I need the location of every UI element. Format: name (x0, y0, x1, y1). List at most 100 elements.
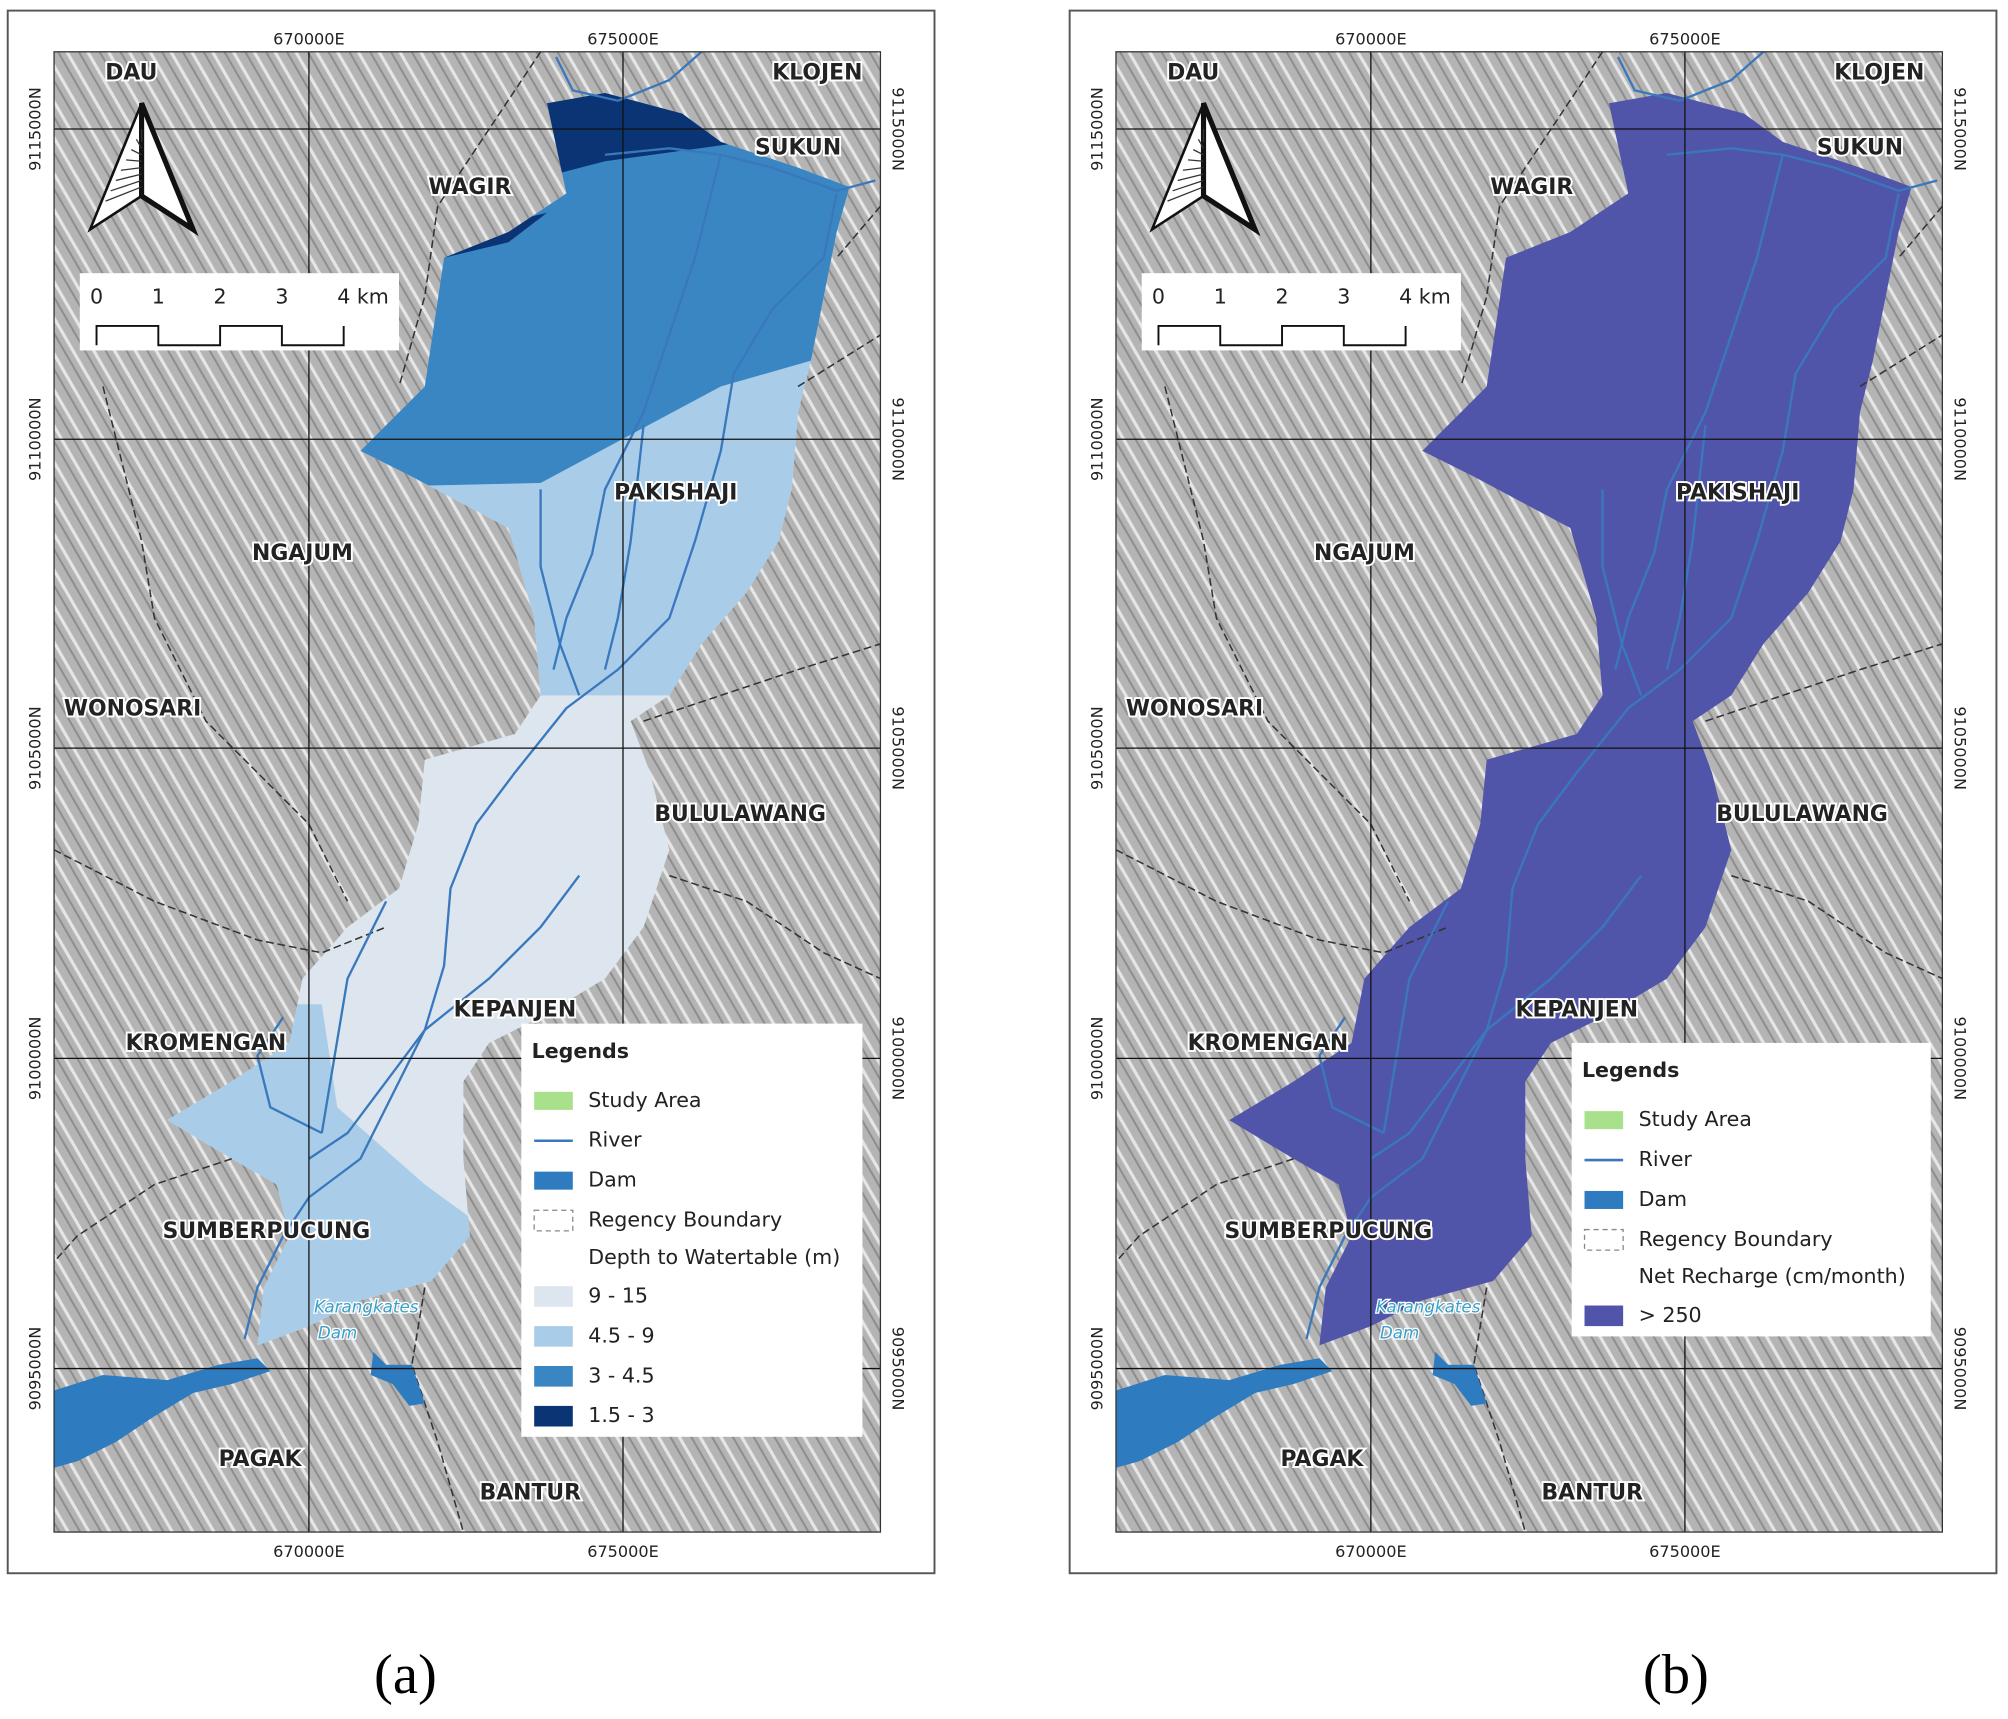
legend-label: Study Area (588, 1088, 701, 1112)
dam-label: Dam (318, 1322, 357, 1342)
map-panel: 670000E 670000E 675000E 675000E 9115000N 9115… (1068, 9, 1998, 1575)
y-coordinate-label: 9110000N (1951, 397, 1970, 481)
place-label: BANTUR (480, 1480, 582, 1505)
place-label: NGAJUM (252, 541, 353, 566)
legend-label: > 250 (1639, 1303, 1702, 1327)
river (1665, 424, 1707, 670)
legend-box (521, 1023, 863, 1437)
legend-label: River (1639, 1147, 1693, 1171)
place-label: PAGAK (219, 1447, 303, 1472)
north-arrow-hatch (120, 167, 142, 171)
river (603, 424, 645, 670)
y-coordinate-label: 9115000N (1087, 87, 1106, 171)
dam (1115, 1358, 1333, 1468)
dam-label: Dam (1380, 1322, 1419, 1342)
river (1318, 1016, 1385, 1135)
legend-class-title: Net Recharge (cm/month) (1639, 1264, 1906, 1288)
place-label: KLOJEN (1834, 61, 1924, 86)
legend-label: Study Area (1639, 1107, 1752, 1131)
legend-label: 9 - 15 (588, 1283, 648, 1307)
y-coordinate-label: 9100000N (26, 1017, 45, 1101)
river (555, 51, 703, 102)
place-label: WONOSARI (64, 697, 201, 722)
legend-label: 3 - 4.5 (588, 1363, 654, 1387)
map-panel: 670000E 670000E 675000E 675000E 9115000N 9115… (6, 9, 936, 1575)
north-arrow-hatch (1177, 173, 1204, 182)
legend-swatch (534, 1171, 573, 1190)
scale-bar (95, 324, 345, 347)
river (308, 874, 581, 1160)
y-coordinate-label: 9105000N (1087, 706, 1106, 790)
north-arrow (1200, 102, 1261, 237)
place-label: SUKUN (755, 135, 841, 160)
legend-label: 1.5 - 3 (588, 1403, 654, 1427)
regency-boundary (669, 874, 881, 980)
place-label: PAKISHAJI (1676, 480, 1799, 505)
place-label: BANTUR (1542, 1480, 1644, 1505)
regency-boundary (398, 51, 542, 387)
north-arrow-hatch (105, 186, 142, 202)
legend-swatch (533, 1209, 574, 1232)
scale-box (79, 273, 400, 351)
place-label: NGAJUM (1314, 541, 1415, 566)
scale-label: 1 (1214, 285, 1227, 309)
scale-box (1141, 273, 1461, 351)
x-coordinate-label: 670000E (1335, 1542, 1407, 1561)
place-label: DAU (105, 61, 157, 86)
river (320, 900, 388, 1134)
x-coordinate-label: 675000E (1649, 30, 1721, 49)
legend-label: River (588, 1128, 642, 1152)
y-coordinate-label: 9115000N (889, 87, 908, 171)
legend-title: Legends (1582, 1058, 1679, 1082)
place-label: SUMBERPUCUNG (163, 1219, 371, 1244)
dam (1432, 1351, 1487, 1406)
north-arrow-hatch (135, 139, 143, 149)
legend-swatch (1584, 1190, 1624, 1209)
regency-boundary (1460, 51, 1604, 387)
legend-swatch (1584, 1305, 1624, 1327)
place-label: DAU (1167, 61, 1219, 86)
scale-bar (1157, 324, 1407, 347)
north-arrow-hatch (1182, 167, 1204, 171)
scale-label: 4 km (337, 285, 389, 309)
scale-label: 3 (275, 285, 288, 309)
legend-label: Dam (1639, 1187, 1688, 1211)
place-label: BULULAWANG (654, 802, 826, 827)
place-label: KEPANJEN (1516, 998, 1639, 1023)
river (1666, 147, 1938, 193)
river (604, 147, 876, 193)
regency-boundary (643, 643, 881, 722)
y-coordinate-label: 9110000N (889, 397, 908, 481)
regency-boundary (54, 849, 387, 954)
scale-label: 2 (214, 285, 227, 309)
legend-swatch (534, 1326, 573, 1347)
river (1616, 51, 1765, 102)
river (1382, 900, 1450, 1134)
north-arrow-hatch (110, 179, 142, 192)
scale-label: 0 (90, 285, 103, 309)
place-label: PAGAK (1281, 1447, 1365, 1472)
north-arrow (139, 102, 199, 237)
legend-swatch (534, 1286, 573, 1307)
place-label: PAKISHAJI (614, 480, 737, 505)
regency-boundary (54, 1158, 232, 1263)
y-coordinate-label: 9095000N (1951, 1327, 1970, 1411)
river (1370, 874, 1643, 1160)
x-coordinate-label: 670000E (1335, 30, 1407, 49)
legend-swatch (534, 1405, 573, 1427)
dam (54, 1358, 271, 1468)
x-coordinate-label: 670000E (273, 30, 345, 49)
river (1305, 193, 1900, 1340)
dam-label: Karangkates (1376, 1297, 1481, 1317)
legend-swatch (1584, 1111, 1624, 1130)
scale-label: 3 (1337, 285, 1350, 309)
place-label: KLOJEN (772, 61, 862, 86)
place-label: SUKUN (1817, 135, 1903, 160)
x-coordinate-label: 675000E (587, 30, 659, 49)
regency-boundary (1705, 643, 1943, 722)
y-coordinate-label: 9115000N (26, 87, 45, 171)
regency-boundary (1859, 334, 1943, 388)
regency-boundary (1115, 1158, 1294, 1263)
dam-label: Karangkates (314, 1297, 419, 1317)
